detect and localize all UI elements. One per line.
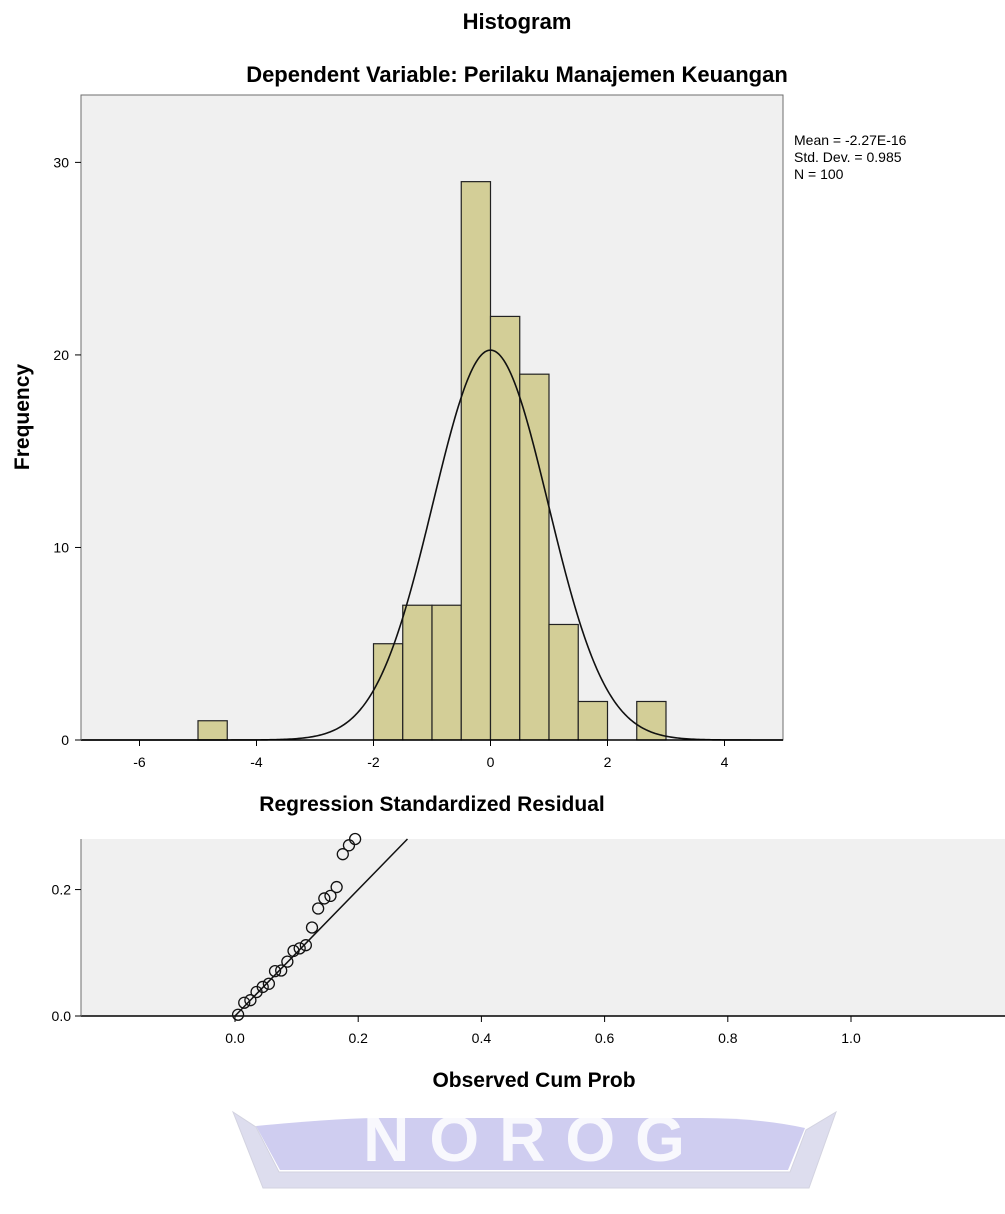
- chart-title: Histogram: [463, 9, 572, 34]
- y-tick-label: 20: [53, 347, 69, 363]
- pp-point: [330, 880, 343, 894]
- y-tick-label: 10: [53, 539, 69, 555]
- pp-point: [262, 977, 276, 990]
- pp-plot-chart: 0.0 0.2 0.4 0.6 0.8 1.0 0.0 0.2 Observed Cum P…: [52, 832, 1005, 1092]
- pp-x-tick-label: 1.0: [841, 1030, 861, 1046]
- pp-point: [324, 889, 337, 903]
- pp-point: [348, 832, 362, 846]
- pp-point: [305, 921, 319, 934]
- pp-points: [231, 832, 362, 1021]
- histogram-bars: [197, 181, 667, 741]
- watermark-band: [256, 1118, 805, 1170]
- histogram-bar: [460, 181, 492, 741]
- pp-point: [293, 942, 306, 955]
- x-tick-label: -6: [133, 754, 146, 770]
- histogram-bar: [636, 700, 667, 741]
- pp-point: [336, 848, 349, 861]
- pp-point: [244, 994, 257, 1007]
- pp-point: [268, 964, 282, 978]
- pp-point: [299, 939, 312, 952]
- pp-point: [256, 980, 269, 994]
- x-tick-label: -2: [367, 754, 380, 770]
- x-tick-label: 4: [721, 754, 729, 770]
- histogram-bar: [577, 700, 609, 741]
- pp-x-tick-label: 0.0: [225, 1030, 245, 1046]
- x-tick-label: -4: [250, 754, 263, 770]
- pp-x-tick-label: 0.4: [472, 1030, 492, 1046]
- pp-point: [287, 944, 300, 958]
- pp-point: [238, 996, 251, 1009]
- pp-point: [312, 902, 325, 915]
- pp-x-axis-ticks: 0.0 0.2 0.4 0.6 0.8 1.0: [225, 1016, 861, 1046]
- histogram-bar: [519, 373, 550, 741]
- y-tick-label: 0: [61, 732, 69, 748]
- histogram-bar: [402, 604, 433, 741]
- pp-x-tick-label: 0.2: [348, 1030, 368, 1046]
- histogram-bar: [489, 315, 521, 741]
- pp-plot-area: [81, 839, 1005, 1016]
- x-tick-label: 0: [487, 754, 495, 770]
- y-axis-ticks: 0 10 20 30: [53, 154, 81, 748]
- y-tick-label: 30: [53, 154, 69, 170]
- pp-x-tick-label: 0.8: [718, 1030, 738, 1046]
- y-axis-title: Frequency: [11, 364, 34, 471]
- watermark-logo: NOROG: [231, 1103, 837, 1189]
- histogram-chart: Histogram Dependent Variable: Perilaku M…: [11, 9, 907, 816]
- watermark-ring: [231, 1110, 837, 1189]
- pp-point: [342, 839, 356, 852]
- pp-point: [318, 892, 331, 905]
- pp-point: [281, 955, 294, 968]
- pp-point: [275, 964, 288, 977]
- watermark-text: NOROG: [363, 1103, 705, 1175]
- x-tick-label: 2: [604, 754, 612, 770]
- pp-x-axis-title: Observed Cum Prob: [432, 1069, 635, 1092]
- histogram-bar: [431, 604, 462, 741]
- stats-n: N = 100: [794, 166, 844, 182]
- pp-x-tick-label: 0.6: [595, 1030, 615, 1046]
- x-axis-ticks: -6 -4 -2 0 2 4: [133, 740, 729, 770]
- pp-y-tick-label: 0.0: [52, 1008, 72, 1024]
- pp-point: [231, 1008, 245, 1021]
- pp-y-axis-ticks: 0.0 0.2: [52, 882, 81, 1024]
- chart-subtitle: Dependent Variable: Perilaku Manajemen K…: [246, 62, 788, 87]
- histogram-bar: [548, 623, 579, 741]
- histogram-bar: [197, 720, 228, 741]
- stats-mean: Mean = -2.27E-16: [794, 132, 907, 148]
- stats-std-dev: Std. Dev. = 0.985: [794, 149, 902, 165]
- x-axis-title: Regression Standardized Residual: [259, 793, 604, 816]
- stats-box: Mean = -2.27E-16 Std. Dev. = 0.985 N = 1…: [794, 132, 907, 182]
- pp-y-tick-label: 0.2: [52, 882, 72, 898]
